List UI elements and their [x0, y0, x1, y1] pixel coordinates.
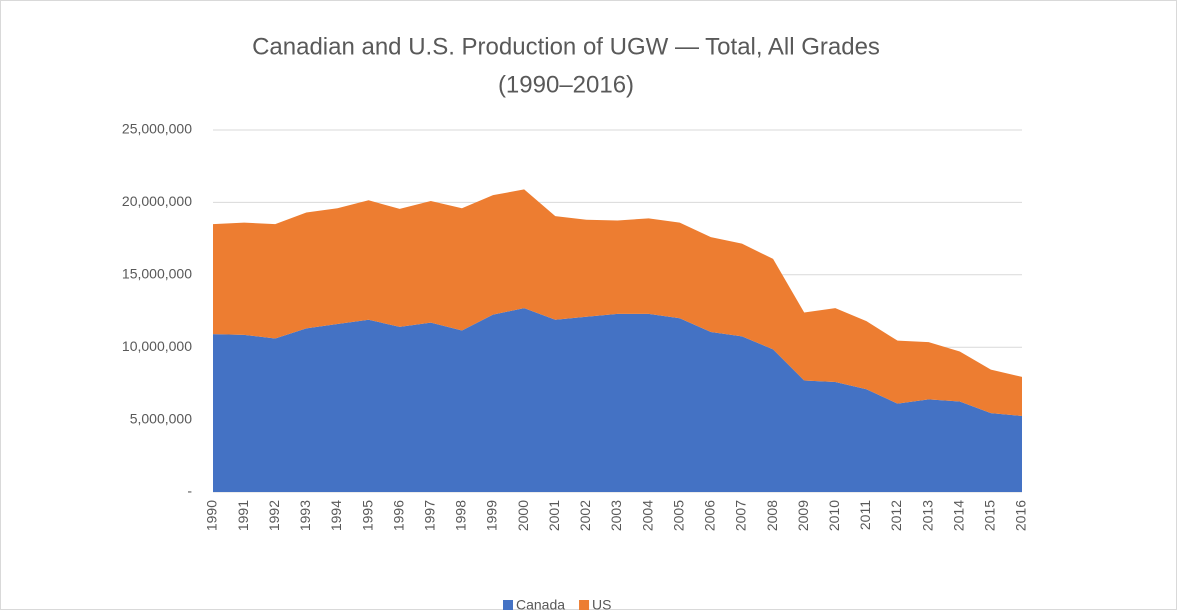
x-tick-label: 2009	[795, 500, 811, 531]
x-tick-label: 2015	[982, 500, 998, 531]
y-tick-label: 20,000,000	[122, 193, 192, 209]
y-tick-label: 25,000,000	[122, 121, 192, 137]
legend-swatch	[503, 600, 513, 610]
x-tick-label: 1995	[359, 500, 375, 531]
x-tick-label: 1990	[204, 500, 220, 531]
x-tick-label: 2014	[950, 500, 966, 531]
legend-swatch	[579, 600, 590, 610]
area	[213, 308, 1022, 492]
y-tick-label: 15,000,000	[122, 266, 192, 282]
x-tick-label: 2010	[826, 500, 842, 531]
y-tick-label: -	[187, 483, 192, 499]
x-tick-label: 2012	[888, 500, 904, 531]
x-tick-label: 1991	[235, 500, 251, 531]
x-tick-label: 1993	[297, 500, 313, 531]
x-tick-label: 2002	[577, 500, 593, 531]
x-tick-label: 1996	[390, 500, 406, 531]
area	[213, 189, 1022, 416]
x-tick-label: 2011	[857, 500, 873, 530]
legend-label: US	[592, 597, 611, 610]
legend-label: Canada	[516, 597, 565, 610]
x-tick-label: 1999	[484, 500, 500, 531]
x-tick-label: 1994	[328, 500, 344, 531]
chart-title: (1990–2016)	[498, 71, 634, 98]
chart-title: Canadian and U.S. Production of UGW — To…	[252, 33, 880, 60]
x-tick-label: 2005	[670, 500, 686, 531]
x-tick-label: 2000	[515, 500, 531, 531]
x-tick-label: 2004	[639, 500, 655, 531]
x-tick-label: 2001	[546, 500, 562, 531]
y-tick-label: 5,000,000	[130, 410, 192, 426]
x-tick-label: 1992	[266, 500, 282, 531]
x-tick-label: 1997	[422, 500, 438, 531]
x-tick-label: 2016	[1013, 500, 1029, 531]
x-tick-label: 2003	[608, 500, 624, 531]
x-tick-label: 2013	[919, 500, 935, 531]
x-tick-label: 2008	[764, 500, 780, 531]
x-tick-label: 1998	[453, 500, 469, 531]
x-tick-label: 2006	[702, 500, 718, 531]
x-tick-label: 2007	[733, 500, 749, 531]
y-tick-label: 10,000,000	[122, 338, 192, 354]
